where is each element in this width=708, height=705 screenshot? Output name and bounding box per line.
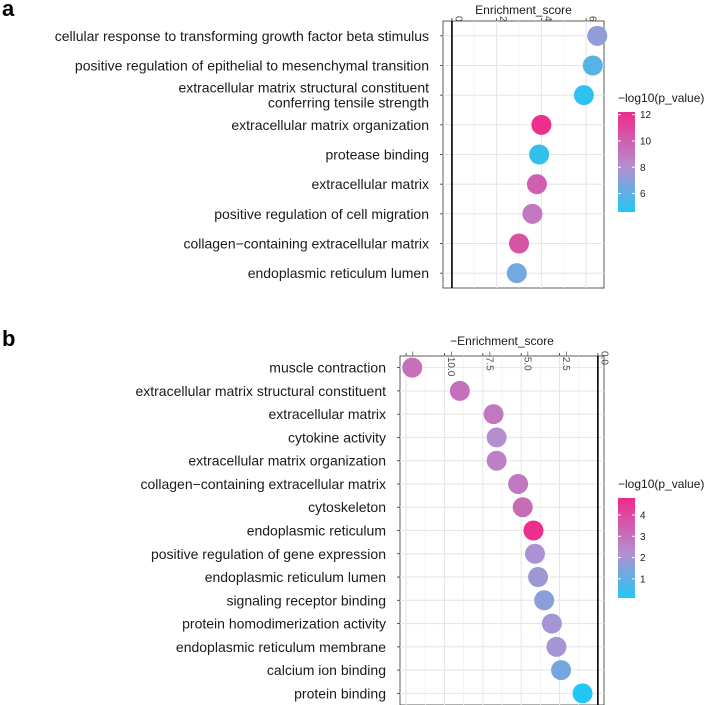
panel-a-term-label: cellular response to transforming growth… <box>55 28 429 44</box>
panel-b-point <box>551 660 572 681</box>
panel-b-term-label: cytokine activity <box>288 429 386 445</box>
panel-a-x-axis-title: Enrichment_score <box>475 3 572 17</box>
panel-b-term-label: signaling receptor binding <box>226 592 386 608</box>
panel-b-x-tick-label: −5.0 <box>522 351 533 371</box>
panel-a-label: a <box>2 0 15 21</box>
panel-b-point <box>546 636 567 657</box>
panel-b-term-label: cytoskeleton <box>308 499 386 515</box>
panel-b-point <box>512 497 533 518</box>
panel-b-point <box>402 357 423 378</box>
panel-a-term-label: extracellular matrix structural constitu… <box>178 80 429 111</box>
panel-a-point <box>509 233 530 254</box>
panel-a-point <box>587 25 608 46</box>
panel-a-point <box>529 144 550 165</box>
panel-a-x-tick-label: 0 <box>452 16 463 22</box>
panel-b-point <box>572 683 593 704</box>
panel-b-term-label: muscle contraction <box>269 360 386 376</box>
panel-b-x-tick-label: 0.0 <box>598 351 609 365</box>
panel-a-term-label: extracellular matrix organization <box>231 117 429 133</box>
panel-a-legend-tick-label: 6 <box>640 189 646 200</box>
panel-b-point <box>528 567 549 588</box>
panel-b-term-label: endoplasmic reticulum lumen <box>205 569 386 585</box>
panel-b-point <box>534 590 555 611</box>
panel-a-term-label: positive regulation of epithelial to mes… <box>75 58 429 74</box>
panel-b-term-label: positive regulation of gene expression <box>151 546 386 562</box>
panel-a-point <box>573 85 594 106</box>
panel-b-term-label: extracellular matrix structural constitu… <box>135 383 386 399</box>
panel-a-point <box>526 174 547 195</box>
panel-a-legend-title: −log10(p_value) <box>618 91 704 105</box>
panel-b-point <box>523 520 544 541</box>
panel-b-term-label: extracellular matrix <box>269 406 386 422</box>
panel-b-term-label: endoplasmic reticulum membrane <box>176 639 386 655</box>
panel-a-point <box>531 114 552 135</box>
panel-b-term-label: extracellular matrix organization <box>188 453 386 469</box>
panel-a-legend-tick-label: 12 <box>640 110 652 121</box>
panel-a-x-tick-label: 2 <box>497 16 508 22</box>
panel-b-point <box>449 380 470 401</box>
panel-b-x-axis-title: −Enrichment_score <box>450 334 554 348</box>
panel-a-point <box>506 263 527 284</box>
panel-a-term-label: extracellular matrix <box>312 176 429 192</box>
panel-b-term-label: endoplasmic reticulum <box>247 523 386 539</box>
panel-a-point <box>522 203 543 224</box>
panel-b-legend-tick-label: 1 <box>640 574 646 585</box>
panel-b-label: b <box>2 326 15 351</box>
panel-a-term-label: positive regulation of cell migration <box>214 206 429 222</box>
panel-b-chart: −12.5−10.0−7.5−5.0−2.50.0−Enrichment_sco… <box>135 334 704 705</box>
panel-a-term-label: endoplasmic reticulum lumen <box>248 265 429 281</box>
panel-b-term-label: collagen−containing extracellular matrix <box>140 476 386 492</box>
panel-a-x-tick-label: 6 <box>587 16 598 22</box>
panel-b-legend-title: −log10(p_value) <box>618 477 704 491</box>
panel-b-point <box>483 404 504 425</box>
panel-b-legend-colorbar <box>618 498 635 598</box>
panel-b-term-label: protein binding <box>294 685 386 701</box>
panel-b-x-tick-label: −2.5 <box>560 351 571 371</box>
panel-b-point <box>508 473 529 494</box>
panel-a-point <box>582 55 603 76</box>
panel-b-legend-tick-label: 4 <box>640 511 646 522</box>
panel-a-x-tick-label: 4 <box>542 16 553 22</box>
panel-b-x-tick-label: −7.5 <box>483 351 494 371</box>
panel-b-point <box>541 613 562 634</box>
panel-b-point <box>486 427 507 448</box>
panel-a-legend-colorbar <box>618 112 635 212</box>
panel-a-term-label: protease binding <box>325 147 429 163</box>
panel-b-point <box>486 450 507 471</box>
panel-b-term-label: calcium ion binding <box>267 662 386 678</box>
panel-b-term-label: protein homodimerization activity <box>182 616 386 632</box>
panel-b-x-tick-label: −10.0 <box>445 351 456 377</box>
panel-b-legend-tick-label: 3 <box>640 532 646 543</box>
panel-b-legend-tick-label: 2 <box>640 553 646 564</box>
panel-a-term-label: collagen−containing extracellular matrix <box>183 236 429 252</box>
panel-b-point <box>524 543 545 564</box>
panel-a-chart: 0 2 4 6 Enrichment_score cellular response to… <box>55 3 704 289</box>
panel-a-legend-tick-label: 10 <box>640 136 652 147</box>
panel-a-legend-tick-label: 8 <box>640 163 646 174</box>
